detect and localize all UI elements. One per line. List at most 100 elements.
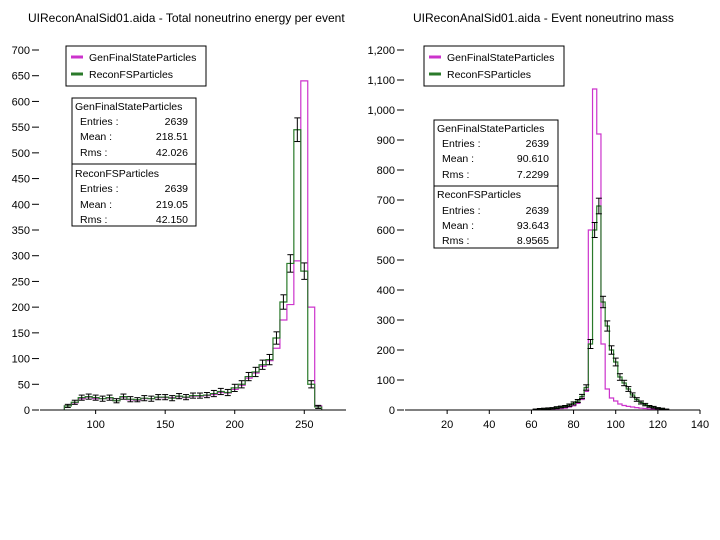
error-bar-82	[574, 399, 581, 403]
error-bar-90	[591, 222, 598, 238]
stats-box-mass: GenFinalStateParticles Entries : 2639 Me…	[433, 119, 559, 249]
bar-GenFinalStateParticles-90	[593, 89, 597, 410]
x-tick-label: 200	[226, 419, 244, 431]
error-bar-95	[85, 393, 92, 400]
error-bar-135	[141, 395, 148, 402]
error-bar-104	[621, 379, 628, 387]
stats-value: 93.643	[517, 220, 549, 232]
bar-ReconFSParticles-96	[605, 326, 609, 410]
x-tick-label: 150	[156, 419, 174, 431]
error-bar-260	[315, 404, 322, 409]
bar-GenFinalStateParticles-104	[622, 406, 626, 411]
error-bar-100	[612, 357, 619, 367]
error-bar-94	[600, 295, 607, 309]
error-bar-220	[259, 359, 266, 370]
bar-ReconFSParticles-88	[588, 344, 592, 410]
y-tick-label: 200	[12, 302, 30, 314]
bar-ReconFSParticles-235	[280, 302, 287, 410]
error-bar-185	[210, 389, 217, 398]
y-tick-label: 0	[24, 405, 30, 417]
error-bar-105	[99, 395, 106, 402]
bar-ReconFSParticles-94	[601, 302, 605, 410]
stats-value: 2639	[165, 183, 189, 195]
error-bar-106	[625, 386, 632, 392]
stats-frame-gen-energy	[71, 97, 197, 165]
error-bar-230	[273, 331, 280, 345]
error-bar-190	[217, 387, 224, 396]
x-tick-label: 60	[525, 419, 537, 431]
legend-label-recon: ReconFSParticles	[447, 69, 531, 81]
bar-GenFinalStateParticles-245	[294, 261, 301, 410]
bar-GenFinalStateParticles-210	[245, 378, 252, 410]
x-tick-label: 100	[86, 419, 104, 431]
error-bar-76	[562, 405, 569, 408]
error-bar-90	[78, 394, 85, 401]
bar-GenFinalStateParticles-250	[301, 81, 308, 410]
bar-ReconFSParticles-240	[287, 263, 294, 410]
y-tick-label: 300	[377, 315, 395, 327]
stats-box-energy: GenFinalStateParticles Entries : 2639 Me…	[71, 97, 197, 227]
bar-ReconFSParticles-100	[614, 362, 618, 410]
axes-mass: 0 100 200 300 400 500 600 700 800 900 1,000 1,100 1,…	[367, 45, 709, 431]
bar-GenFinalStateParticles-235	[280, 320, 287, 410]
stats-value: 2639	[526, 138, 550, 150]
error-bar-180	[203, 392, 210, 399]
stats-value: 8.9565	[517, 235, 549, 247]
y-tick-label: 1,000	[367, 105, 395, 117]
y-tick-label: 600	[12, 96, 30, 108]
stats-label: Rms :	[442, 235, 469, 247]
error-bar-74	[557, 405, 564, 409]
y-tick-label: 600	[377, 225, 395, 237]
error-bar-155	[169, 395, 176, 402]
error-bar-118	[650, 405, 657, 409]
stats-value: 42.026	[156, 147, 188, 159]
stats-value: 90.610	[517, 153, 549, 165]
y-tick-label: 900	[377, 135, 395, 147]
y-tick-label: 800	[377, 165, 395, 177]
stats-title-gen-mass: GenFinalStateParticles	[437, 123, 544, 135]
stats-label: Rms :	[80, 147, 107, 159]
bar-GenFinalStateParticles-102	[618, 404, 622, 410]
legend-label-recon: ReconFSParticles	[89, 69, 173, 81]
bar-ReconFSParticles-98	[609, 350, 613, 410]
bar-ReconFSParticles-90	[593, 230, 597, 410]
stats-value: 2639	[526, 205, 550, 217]
stats-frame-gen-mass	[433, 119, 559, 187]
stats-label: Entries :	[442, 205, 481, 217]
stats-frame-recon-mass	[433, 185, 559, 249]
stats-value: 42.150	[156, 214, 188, 226]
y-tick-label: 700	[12, 45, 30, 57]
y-tick-label: 100	[377, 375, 395, 387]
stats-value: 2639	[165, 116, 189, 128]
error-bar-100	[92, 394, 99, 401]
error-bar-225	[266, 353, 273, 366]
bar-GenFinalStateParticles-94	[601, 344, 605, 410]
y-tick-label: 150	[12, 328, 30, 340]
error-bar-120	[654, 407, 661, 410]
y-tick-label: 200	[377, 345, 395, 357]
error-bar-245	[294, 117, 301, 143]
error-bar-150	[162, 394, 169, 401]
error-bar-85	[71, 399, 78, 405]
stats-label: Entries :	[442, 138, 481, 150]
error-bar-86	[583, 384, 590, 391]
bar-ReconFSParticles-210	[245, 377, 252, 410]
error-bar-240	[287, 254, 294, 273]
error-bar-96	[604, 320, 611, 332]
bar-GenFinalStateParticles-230	[273, 348, 280, 410]
stats-label: Rms :	[80, 214, 107, 226]
x-tick-label: 140	[691, 419, 709, 431]
stats-value: 219.05	[156, 199, 188, 211]
legend-energy: GenFinalStateParticles ReconFSParticles	[65, 45, 207, 87]
stats-label: Mean :	[442, 153, 474, 165]
stats-label: Mean :	[80, 199, 112, 211]
legend-box-energy	[65, 45, 207, 87]
y-tick-label: 350	[12, 225, 30, 237]
histogram-marks-mass	[532, 88, 670, 411]
bar-GenFinalStateParticles-92	[597, 134, 601, 410]
stats-label: Mean :	[442, 220, 474, 232]
legend-label-gen: GenFinalStateParticles	[447, 52, 554, 64]
bar-GenFinalStateParticles-255	[308, 307, 315, 410]
error-bar-130	[134, 397, 141, 403]
